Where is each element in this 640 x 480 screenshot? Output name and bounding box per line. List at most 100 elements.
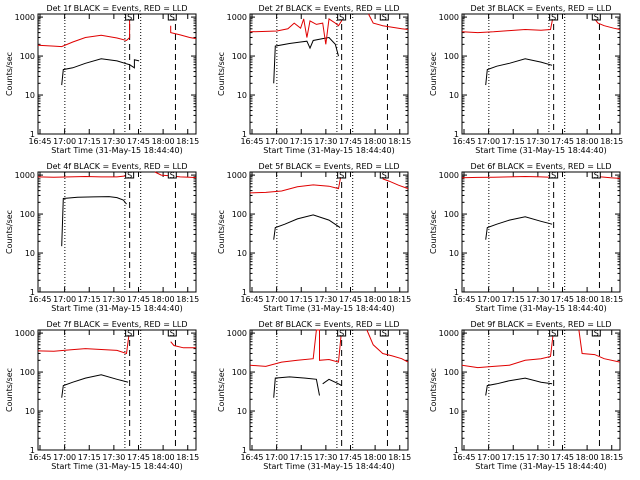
y-tick-label: 100 xyxy=(232,210,247,219)
x-tick-label: 18:00 xyxy=(152,453,175,462)
y-tick-label: 100 xyxy=(20,52,35,61)
marker-label: S xyxy=(170,13,175,22)
y-tick-label: 1 xyxy=(454,288,459,297)
plot-frame xyxy=(461,171,621,293)
x-tick-label: 17:45 xyxy=(551,137,574,146)
x-tick-label: 17:45 xyxy=(127,453,150,462)
marker-box xyxy=(549,171,559,179)
x-tick-label: 16:45 xyxy=(28,453,51,462)
x-tick-label: 17:30 xyxy=(102,453,125,462)
plot-title: Det 4f BLACK = Events, RED = LLD xyxy=(46,162,187,171)
lld-series-line xyxy=(37,14,131,48)
lld-series-line xyxy=(366,329,409,363)
marker-box xyxy=(125,13,135,21)
x-tick-label: 17:15 xyxy=(78,137,101,146)
y-tick-label: 1000 xyxy=(15,13,35,22)
lld-series-line xyxy=(578,329,621,363)
x-tick-label: 17:00 xyxy=(53,295,76,304)
x-tick-label: 17:30 xyxy=(526,453,549,462)
y-axis-label: Counts/sec xyxy=(217,52,226,96)
x-tick-label: 16:45 xyxy=(452,453,475,462)
x-tick-label: 17:30 xyxy=(102,137,125,146)
y-axis-label: Counts/sec xyxy=(429,210,438,254)
y-tick-label: 100 xyxy=(20,210,35,219)
marker-label: S xyxy=(339,171,344,180)
marker-label: S xyxy=(594,13,599,22)
x-tick-label: 16:45 xyxy=(452,137,475,146)
x-tick-label: 17:45 xyxy=(127,295,150,304)
x-tick-label: 17:15 xyxy=(502,295,525,304)
lld-series-line xyxy=(37,329,131,355)
x-tick-label: 17:45 xyxy=(551,295,574,304)
y-tick-label: 1 xyxy=(30,446,35,455)
x-axis-label: Start Time (31-May-15 18:44:40) xyxy=(51,146,182,155)
x-tick-label: 17:15 xyxy=(78,295,101,304)
x-axis-label: Start Time (31-May-15 18:44:40) xyxy=(475,146,606,155)
lld-series-line xyxy=(382,178,409,190)
events-series-line xyxy=(273,36,339,84)
x-tick-label: 17:00 xyxy=(265,453,288,462)
y-axis-label: Counts/sec xyxy=(5,210,14,254)
x-tick-label: 18:15 xyxy=(388,295,411,304)
lld-series-line xyxy=(37,171,130,178)
x-tick-label: 17:00 xyxy=(53,453,76,462)
marker-box xyxy=(337,171,347,179)
x-tick-label: 16:45 xyxy=(28,295,51,304)
panel-8: Det 8f BLACK = Events, RED = LLD 1 10 100 10… xyxy=(217,320,411,471)
x-tick-label: 18:00 xyxy=(152,137,175,146)
x-tick-label: 18:15 xyxy=(388,453,411,462)
plot-title: Det 9f BLACK = Events, RED = LLD xyxy=(470,320,611,329)
marker-box xyxy=(379,13,389,21)
x-axis-label: Start Time (31-May-15 18:44:40) xyxy=(263,146,394,155)
y-tick-label: 100 xyxy=(232,368,247,377)
x-tick-label: 17:45 xyxy=(127,137,150,146)
x-tick-label: 18:15 xyxy=(600,137,623,146)
lld-series-line xyxy=(461,171,555,179)
marker-label: S xyxy=(339,329,344,338)
y-tick-label: 1000 xyxy=(227,171,247,180)
y-tick-label: 1 xyxy=(454,446,459,455)
lld-series-line xyxy=(170,341,196,349)
marker-label: S xyxy=(382,171,387,180)
marker-label: S xyxy=(551,329,556,338)
x-tick-label: 17:30 xyxy=(526,137,549,146)
panel-5: Det 5f BLACK = Events, RED = LLD 1 10 100 10… xyxy=(217,162,411,313)
marker-label: S xyxy=(339,13,344,22)
x-tick-label: 17:15 xyxy=(502,137,525,146)
y-axis-label: Counts/sec xyxy=(5,52,14,96)
plot-title: Det 6f BLACK = Events, RED = LLD xyxy=(470,162,611,171)
y-tick-label: 1000 xyxy=(439,13,459,22)
plot-title: Det 1f BLACK = Events, RED = LLD xyxy=(46,4,187,13)
marker-label: S xyxy=(127,329,132,338)
lld-series-line xyxy=(368,13,409,30)
panel-3: Det 3f BLACK = Events, RED = LLD 1 10 100 10… xyxy=(429,4,623,155)
marker-box xyxy=(591,329,601,337)
marker-box xyxy=(337,13,347,21)
panel-1: Det 1f BLACK = Events, RED = LLD 1 10 100 10… xyxy=(5,4,199,155)
y-tick-label: 1000 xyxy=(439,171,459,180)
x-axis-label: Start Time (31-May-15 18:44:40) xyxy=(263,462,394,471)
x-tick-label: 18:00 xyxy=(364,295,387,304)
y-axis-label: Counts/sec xyxy=(429,52,438,96)
x-tick-label: 18:00 xyxy=(364,453,387,462)
x-tick-label: 18:15 xyxy=(388,137,411,146)
lld-series-line xyxy=(594,18,621,30)
x-tick-label: 17:15 xyxy=(502,453,525,462)
lld-series-line xyxy=(461,329,555,369)
y-tick-label: 10 xyxy=(237,407,247,416)
marker-box xyxy=(549,13,559,21)
events-series-line xyxy=(273,376,320,398)
lld-series-line xyxy=(461,13,555,34)
events-series-line xyxy=(61,196,127,247)
plot-title: Det 3f BLACK = Events, RED = LLD xyxy=(470,4,611,13)
marker-label: S xyxy=(382,13,387,22)
x-axis-label: Start Time (31-May-15 18:44:40) xyxy=(51,304,182,313)
marker-box xyxy=(167,171,177,179)
plot-title: Det 8f BLACK = Events, RED = LLD xyxy=(258,320,399,329)
y-tick-label: 100 xyxy=(444,368,459,377)
marker-label: S xyxy=(170,329,175,338)
x-tick-label: 16:45 xyxy=(240,295,263,304)
plot-frame xyxy=(249,171,409,293)
y-tick-label: 1 xyxy=(242,288,247,297)
